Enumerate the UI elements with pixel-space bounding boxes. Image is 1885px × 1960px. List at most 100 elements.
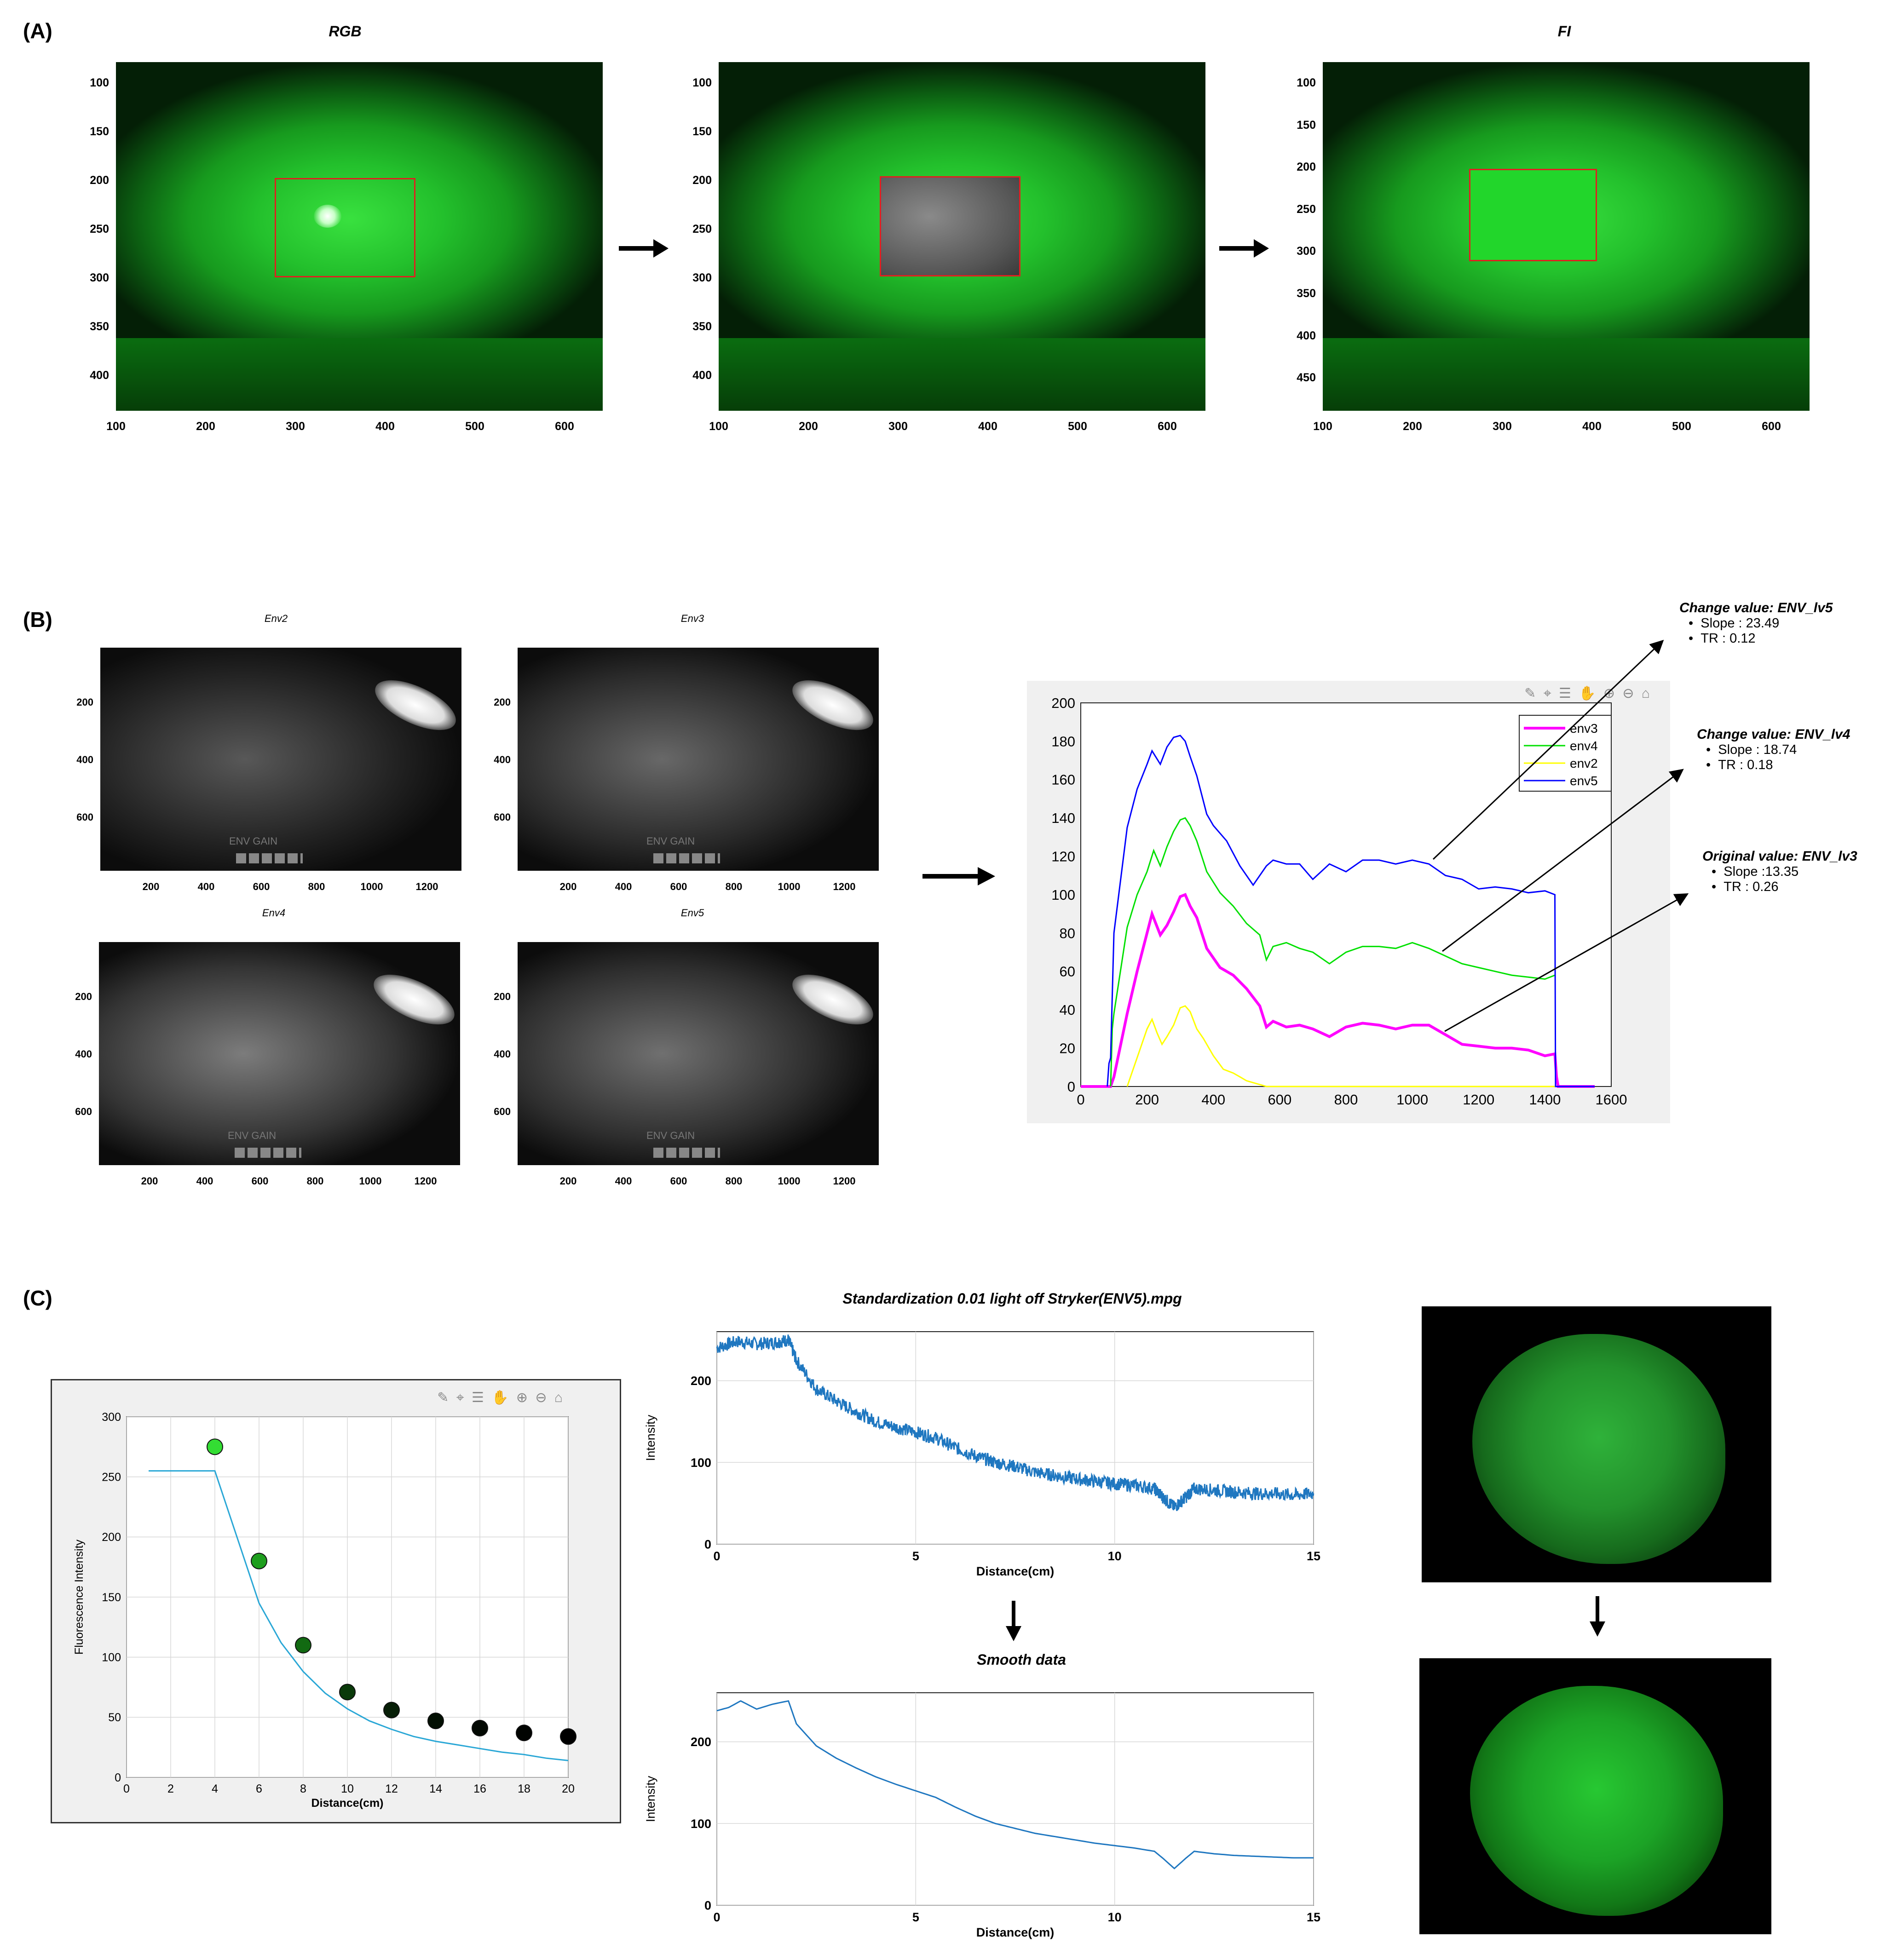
tick-label: 800: [725, 881, 743, 892]
tick-label: 600: [251, 1175, 269, 1187]
legend-label: env4: [1570, 739, 1598, 753]
x-tick-label: 800: [1334, 1092, 1358, 1108]
zoom-in-icon[interactable]: ⊕: [516, 1390, 530, 1405]
arrow-down-icon: [1590, 1596, 1605, 1637]
tick-label: 600: [1158, 420, 1177, 433]
tick-label: 500: [1068, 420, 1087, 433]
tick-label: 350: [1297, 287, 1316, 300]
image-title-env4: Env4: [262, 907, 286, 919]
brush-icon[interactable]: ✎: [437, 1390, 451, 1405]
tick-label: 400: [1582, 420, 1602, 433]
y-tick-label: 100: [691, 1817, 711, 1831]
x-tick-label: 1200: [1463, 1092, 1494, 1108]
bright-spot: [314, 205, 341, 228]
note-title: Change value: ENV_lv5: [1679, 600, 1833, 615]
note-env-lv5: Change value: ENV_lv5 • Slope : 23.49 • …: [1679, 600, 1833, 646]
tick-label: 200: [799, 420, 818, 433]
y-tick-label: 0: [1067, 1079, 1075, 1095]
tissue-image-raw: [1422, 1306, 1771, 1582]
tick-label: 200: [76, 696, 93, 708]
x-tick-label: 5: [912, 1549, 919, 1563]
tick-label: 100: [106, 420, 126, 433]
tick-label: 1200: [414, 1175, 437, 1187]
gray-roi: [880, 176, 1020, 276]
tick-label: 200: [1403, 420, 1422, 433]
datatip-icon[interactable]: ⌖: [1543, 686, 1553, 701]
tick-label: 800: [308, 881, 325, 892]
x-tick-label: 0: [713, 1549, 720, 1563]
tick-label: 300: [90, 271, 109, 284]
tick-label: 600: [555, 420, 574, 433]
series-line-env4: [1110, 817, 1556, 1087]
image-title-env3: Env3: [680, 613, 704, 624]
dark-band: [1323, 338, 1810, 411]
x-tick-label: 14: [429, 1782, 442, 1795]
zoom-out-icon[interactable]: ⊖: [1622, 686, 1636, 701]
x-tick-label: 400: [1201, 1092, 1225, 1108]
profile-line: [716, 1334, 1314, 1512]
gain-level-indicator: [235, 1148, 301, 1158]
tick-label: 1200: [833, 881, 856, 892]
panel-label-a: (A): [23, 19, 52, 43]
image-title-env5: Env5: [680, 907, 704, 919]
list-icon[interactable]: ☰: [471, 1390, 486, 1405]
tick-label: 100: [709, 420, 728, 433]
chart-toolbar: ✎ ⌖ ☰ ✋ ⊕ ⊖ ⌂: [437, 1390, 565, 1406]
y-tick-label: 200: [1051, 695, 1075, 711]
smooth-profile-chart: 0 5 10 15 0 100 200 Distance(cm) Intensity: [644, 1692, 1320, 1939]
tick-label: 350: [692, 320, 712, 333]
x-tick-label: 10: [1108, 1910, 1122, 1924]
tick-label: 100: [1313, 420, 1332, 433]
gain-level-indicator: [653, 853, 720, 863]
x-tick-label: 200: [1135, 1092, 1159, 1108]
home-icon[interactable]: ⌂: [554, 1390, 565, 1405]
pan-icon[interactable]: ✋: [491, 1390, 511, 1405]
list-icon[interactable]: ☰: [1558, 686, 1573, 701]
data-point: [207, 1438, 223, 1455]
tick-label: 600: [494, 1106, 511, 1117]
env-gray-image: ENV GAIN: [99, 942, 460, 1165]
tick-label: 300: [692, 271, 712, 284]
tick-label: 400: [197, 881, 215, 892]
x-tick-label: 1600: [1596, 1092, 1627, 1108]
note-item: • Slope : 23.49: [1689, 616, 1780, 631]
tissue-image-standardized: [1419, 1658, 1771, 1934]
pan-icon[interactable]: ✋: [1579, 686, 1598, 701]
y-tick-label: 160: [1051, 772, 1075, 788]
fit-curve: [149, 1470, 569, 1761]
fi-roi: [1469, 169, 1597, 261]
y-tick-label: 180: [1051, 733, 1075, 749]
roi-box: [275, 178, 415, 277]
tick-label: 200: [559, 1175, 577, 1187]
tick-label: 450: [1297, 371, 1316, 385]
y-tick-label: 250: [102, 1471, 121, 1483]
profile-line: [716, 1700, 1314, 1869]
tick-label: 1000: [778, 1175, 801, 1187]
data-point: [516, 1724, 532, 1742]
zoom-out-icon[interactable]: ⊖: [535, 1390, 549, 1405]
x-tick-label: 0: [123, 1782, 130, 1795]
image-title-fi: FI: [1557, 23, 1571, 40]
arrow-right-icon: [1219, 239, 1269, 258]
x-tick-label: 600: [1268, 1092, 1292, 1108]
home-icon[interactable]: ⌂: [1641, 686, 1652, 701]
env-gray-image: ENV GAIN: [100, 648, 461, 871]
tissue-blob: [1472, 1334, 1725, 1564]
y-tick-label: 120: [1051, 848, 1075, 864]
gain-level-indicator: [653, 1148, 720, 1158]
tissue-blob: [1470, 1686, 1723, 1916]
data-point: [560, 1728, 576, 1745]
tick-label: 250: [90, 222, 109, 236]
tick-label: 200: [692, 173, 712, 187]
brush-icon[interactable]: ✎: [1524, 686, 1538, 701]
y-tick-label: 140: [1051, 810, 1075, 826]
legend: env3 env4 env2 env5: [1519, 715, 1612, 792]
tick-label: 100: [692, 76, 712, 89]
y-tick-label: 200: [102, 1531, 121, 1544]
env-profile-chart: 0 200 400 600 800 1000 1200 1400 1600 0 20 40 60 80 10…: [1051, 695, 1627, 1108]
datatip-icon[interactable]: ⌖: [456, 1390, 466, 1405]
y-axis-label: Intensity: [644, 1776, 657, 1822]
note-item: • TR : 0.18: [1706, 758, 1773, 772]
legend-label: env5: [1570, 774, 1598, 788]
